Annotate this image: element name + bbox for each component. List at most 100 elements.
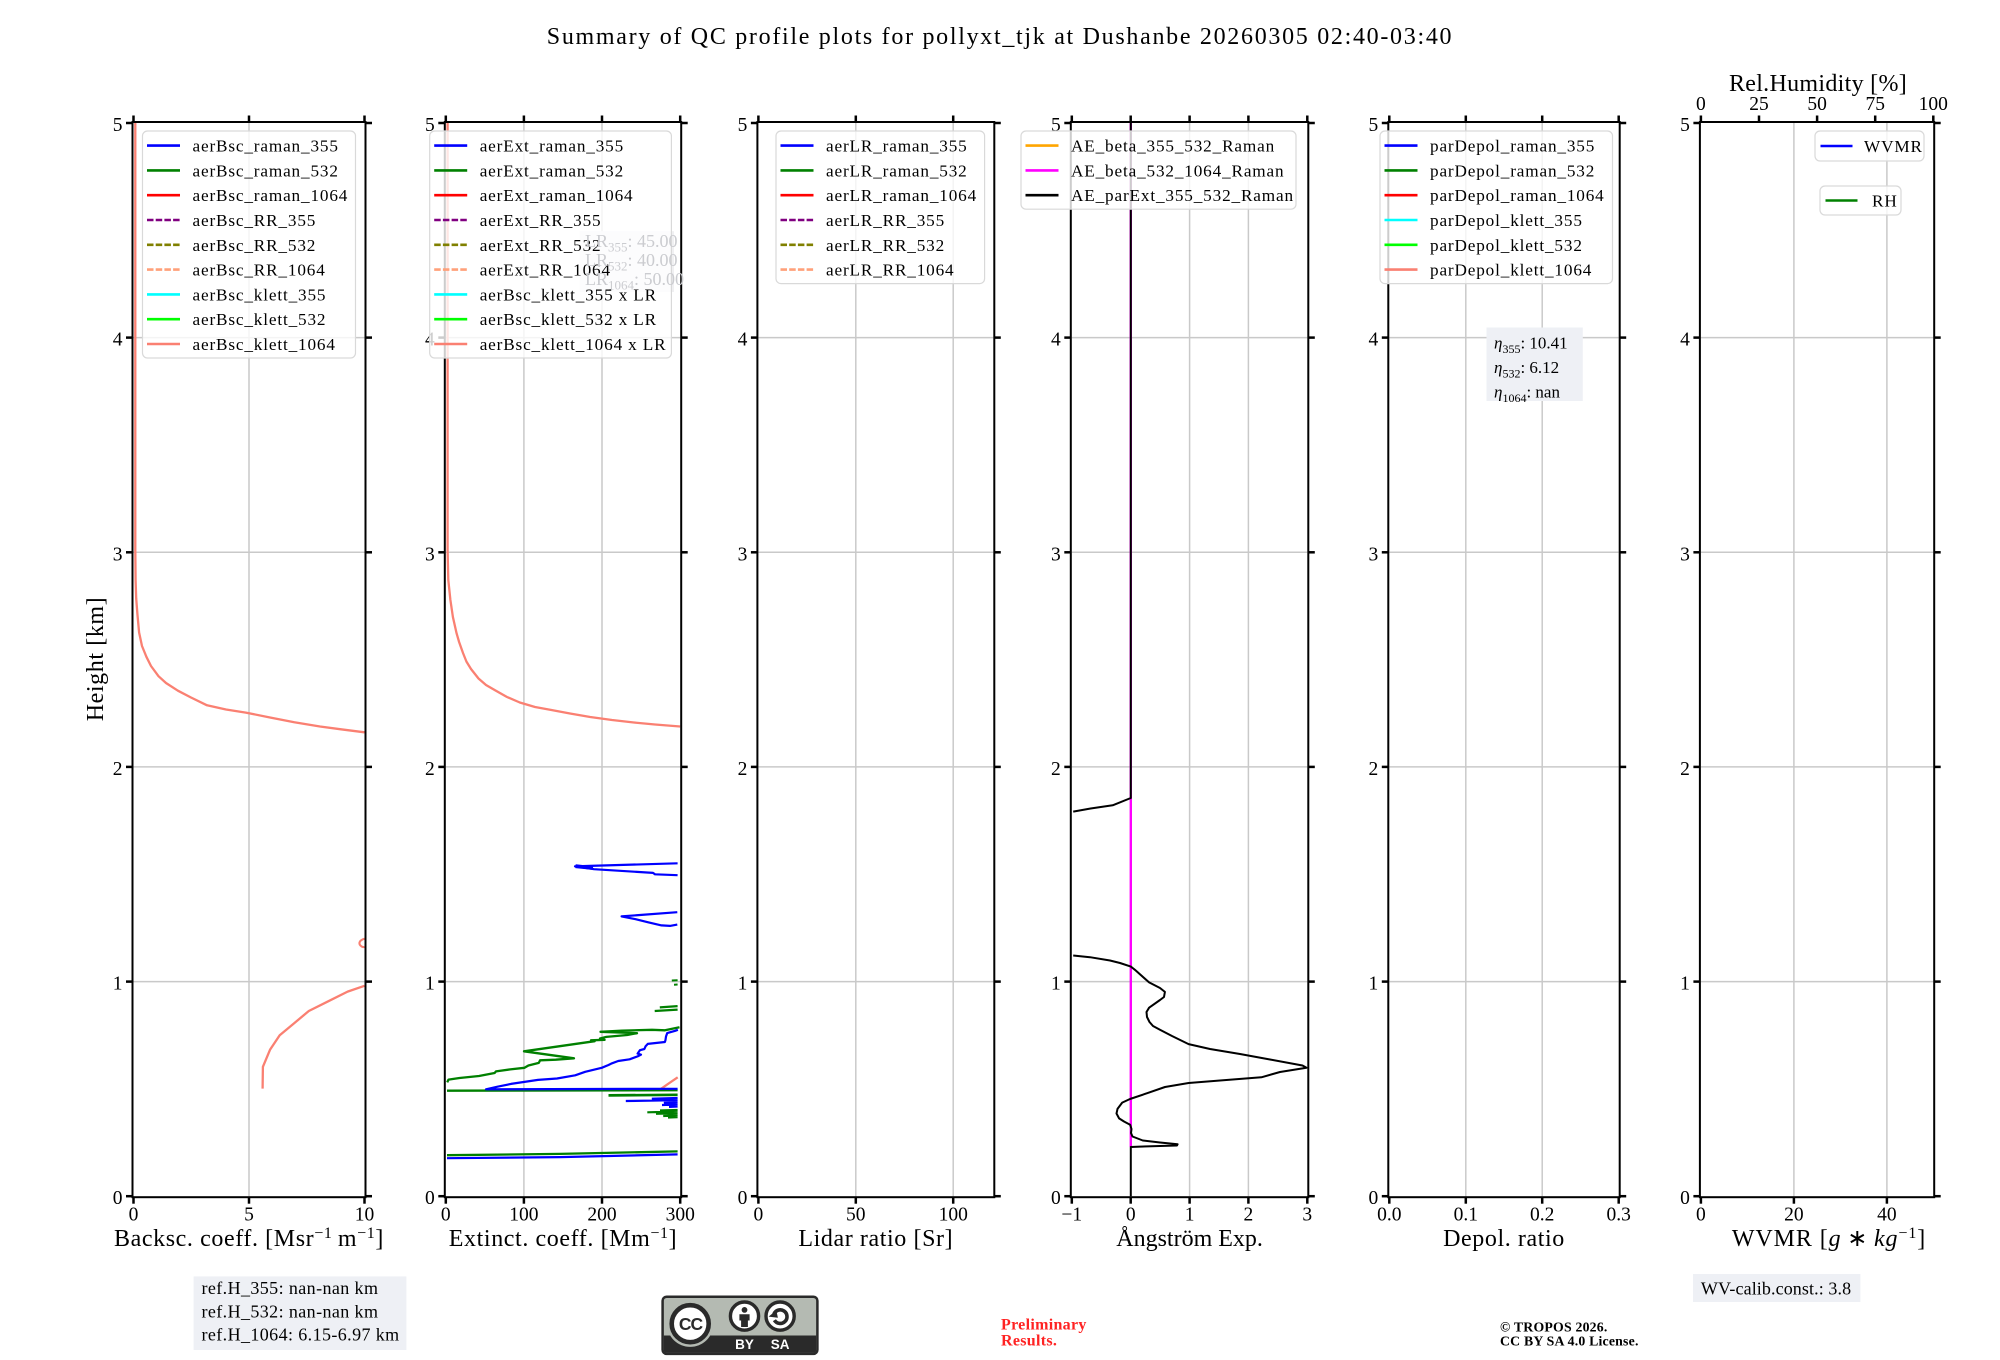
svg-text:parDepol_klett_355: parDepol_klett_355 [1430, 211, 1583, 230]
svg-text:WVMR [g ∗ kg−1]: WVMR [g ∗ kg−1] [1732, 1225, 1926, 1252]
svg-text:aerBsc_raman_355: aerBsc_raman_355 [193, 137, 339, 156]
svg-text:0.0: 0.0 [1377, 1205, 1401, 1226]
svg-text:5: 5 [244, 1205, 254, 1226]
svg-text:0: 0 [1369, 1188, 1379, 1209]
svg-text:Height [km]: Height [km] [83, 597, 109, 722]
svg-text:ref.H_1064: 6.15-6.97 km: ref.H_1064: 6.15-6.97 km [202, 1325, 400, 1345]
svg-text:0: 0 [425, 1188, 435, 1209]
svg-text:0.3: 0.3 [1607, 1205, 1631, 1226]
svg-text:aerBsc_klett_1064: aerBsc_klett_1064 [193, 335, 336, 354]
svg-text:WV-calib.const.: 3.8: WV-calib.const.: 3.8 [1701, 1279, 1851, 1299]
svg-text:aerBsc_klett_532: aerBsc_klett_532 [193, 310, 327, 329]
svg-text:AE_parExt_355_532_Raman: AE_parExt_355_532_Raman [1071, 186, 1294, 205]
svg-text:aerBsc_RR_355: aerBsc_RR_355 [193, 211, 317, 230]
svg-text:parDepol_klett_532: parDepol_klett_532 [1430, 236, 1583, 255]
svg-text:1: 1 [1185, 1205, 1195, 1226]
svg-text:Preliminary: Preliminary [1001, 1317, 1087, 1334]
svg-text:0: 0 [754, 1205, 764, 1226]
svg-text:200: 200 [587, 1205, 616, 1226]
svg-text:η1064: nan: η1064: nan [1494, 383, 1560, 406]
svg-text:100: 100 [509, 1205, 538, 1226]
svg-text:aerExt_raman_1064: aerExt_raman_1064 [480, 186, 634, 205]
svg-text:0: 0 [1051, 1188, 1061, 1209]
svg-text:Backsc. coeff. [Msr−1 m−1]: Backsc. coeff. [Msr−1 m−1] [114, 1225, 384, 1252]
svg-text:1: 1 [1051, 974, 1061, 995]
svg-text:300: 300 [666, 1205, 695, 1226]
svg-text:4: 4 [113, 330, 123, 351]
svg-text:50: 50 [846, 1205, 866, 1226]
svg-text:2: 2 [1369, 759, 1379, 780]
svg-text:Depol. ratio: Depol. ratio [1443, 1226, 1565, 1252]
svg-text:Results.: Results. [1001, 1333, 1057, 1350]
svg-text:2: 2 [425, 759, 435, 780]
svg-text:aerLR_RR_532: aerLR_RR_532 [826, 236, 945, 255]
svg-text:aerLR_raman_532: aerLR_raman_532 [826, 161, 968, 180]
svg-text:AE_beta_532_1064_Raman: AE_beta_532_1064_Raman [1071, 161, 1284, 180]
svg-text:75: 75 [1865, 94, 1885, 115]
svg-text:3: 3 [425, 544, 435, 565]
svg-text:Extinct. coeff. [Mm−1]: Extinct. coeff. [Mm−1] [449, 1225, 677, 1252]
svg-text:η532: 6.12: η532: 6.12 [1494, 358, 1559, 381]
svg-text:5: 5 [1051, 115, 1061, 136]
svg-text:4: 4 [1680, 330, 1690, 351]
svg-text:3: 3 [1051, 544, 1061, 565]
svg-text:Summary of QC profile plots fo: Summary of QC profile plots for pollyxt_… [547, 24, 1453, 50]
svg-text:aerLR_raman_1064: aerLR_raman_1064 [826, 186, 977, 205]
svg-text:aerBsc_klett_355: aerBsc_klett_355 [193, 285, 327, 304]
svg-text:3: 3 [1369, 544, 1379, 565]
svg-text:aerBsc_raman_532: aerBsc_raman_532 [193, 161, 339, 180]
svg-text:parDepol_raman_1064: parDepol_raman_1064 [1430, 186, 1605, 205]
svg-text:aerLR_RR_355: aerLR_RR_355 [826, 211, 945, 230]
svg-text:20: 20 [1784, 1205, 1804, 1226]
svg-text:0.2: 0.2 [1530, 1205, 1554, 1226]
svg-text:aerLR_RR_1064: aerLR_RR_1064 [826, 261, 954, 280]
svg-text:10: 10 [355, 1205, 375, 1226]
svg-text:0: 0 [1696, 1205, 1706, 1226]
svg-text:aerExt_RR_1064: aerExt_RR_1064 [480, 261, 611, 280]
svg-text:0: 0 [1680, 1188, 1690, 1209]
svg-text:4: 4 [738, 330, 748, 351]
svg-text:ref.H_532: nan-nan km: ref.H_532: nan-nan km [202, 1301, 379, 1321]
svg-text:aerBsc_klett_1064 x LR: aerBsc_klett_1064 x LR [480, 335, 667, 354]
svg-text:5: 5 [113, 115, 123, 136]
svg-text:5: 5 [1680, 115, 1690, 136]
svg-text:parDepol_raman_355: parDepol_raman_355 [1430, 137, 1595, 156]
svg-text:5: 5 [738, 115, 748, 136]
svg-text:2: 2 [1680, 759, 1690, 780]
svg-text:5: 5 [425, 115, 435, 136]
svg-text:2: 2 [738, 759, 748, 780]
svg-text:Lidar ratio [Sr]: Lidar ratio [Sr] [798, 1226, 953, 1252]
svg-text:SA: SA [771, 1337, 790, 1352]
svg-text:© TROPOS 2026.: © TROPOS 2026. [1500, 1319, 1608, 1334]
svg-text:aerBsc_raman_1064: aerBsc_raman_1064 [193, 186, 349, 205]
svg-text:Rel.Humidity [%]: Rel.Humidity [%] [1729, 71, 1907, 97]
svg-text:η355: 10.41: η355: 10.41 [1494, 334, 1568, 357]
svg-text:1: 1 [1680, 974, 1690, 995]
svg-text:2: 2 [1244, 1205, 1254, 1226]
svg-text:2: 2 [113, 759, 123, 780]
svg-text:LR1064: 50.00: LR1064: 50.00 [585, 269, 684, 293]
svg-text:0: 0 [1126, 1205, 1136, 1226]
svg-text:25: 25 [1749, 94, 1769, 115]
svg-text:parDepol_klett_1064: parDepol_klett_1064 [1430, 261, 1592, 280]
svg-text:CC BY SA 4.0 License.: CC BY SA 4.0 License. [1500, 1333, 1639, 1348]
svg-text:ref.H_355: nan-nan km: ref.H_355: nan-nan km [202, 1278, 379, 1298]
svg-text:aerExt_raman_355: aerExt_raman_355 [480, 137, 624, 156]
svg-text:aerExt_RR_532: aerExt_RR_532 [480, 236, 602, 255]
svg-text:AE_beta_355_532_Raman: AE_beta_355_532_Raman [1071, 137, 1275, 156]
svg-text:aerBsc_klett_532 x LR: aerBsc_klett_532 x LR [480, 310, 657, 329]
svg-text:100: 100 [939, 1205, 968, 1226]
svg-text:100: 100 [1919, 94, 1948, 115]
svg-text:Ångström Exp.: Ångström Exp. [1116, 1226, 1263, 1252]
svg-text:aerExt_RR_355: aerExt_RR_355 [480, 211, 602, 230]
svg-text:0: 0 [441, 1205, 451, 1226]
svg-text:3: 3 [738, 544, 748, 565]
svg-text:WVMR: WVMR [1864, 137, 1923, 156]
svg-text:1: 1 [1369, 974, 1379, 995]
svg-text:4: 4 [1051, 330, 1061, 351]
svg-text:3: 3 [1302, 1205, 1312, 1226]
svg-text:parDepol_raman_532: parDepol_raman_532 [1430, 161, 1595, 180]
svg-text:0: 0 [113, 1188, 123, 1209]
svg-text:aerBsc_klett_355 x LR: aerBsc_klett_355 x LR [480, 285, 657, 304]
svg-text:0: 0 [129, 1205, 139, 1226]
